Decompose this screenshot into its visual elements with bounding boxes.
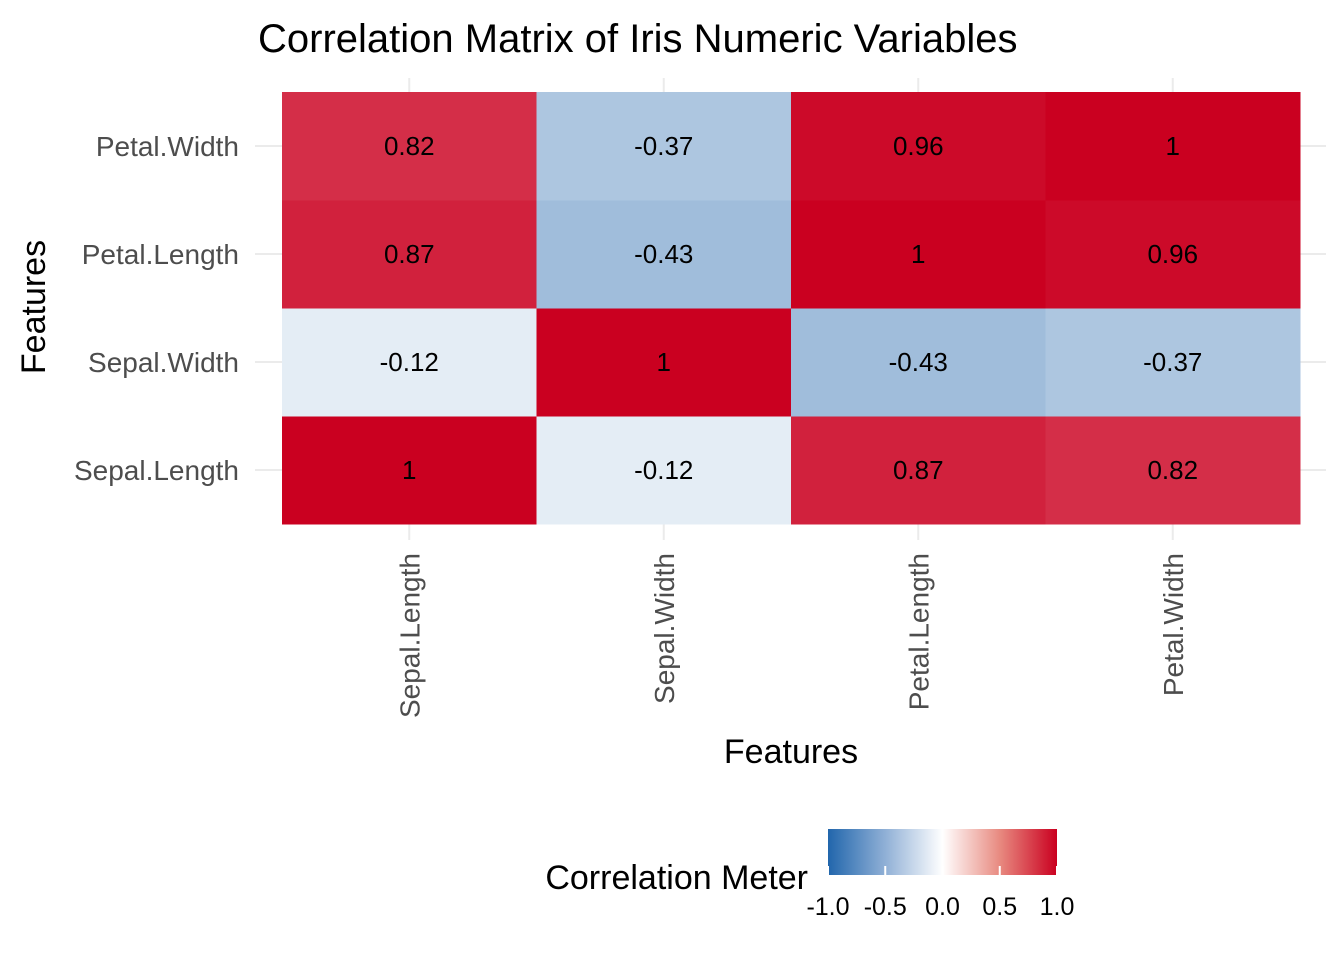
legend-title: Correlation Meter bbox=[545, 859, 808, 897]
heatmap-cell bbox=[1045, 92, 1301, 201]
chart-title: Correlation Matrix of Iris Numeric Varia… bbox=[258, 17, 1017, 61]
legend-tick-label: 0.0 bbox=[925, 893, 960, 921]
x-tick-label: Petal.Length bbox=[903, 553, 934, 710]
heatmap-cell bbox=[536, 92, 792, 201]
cell-value-label: 0.87 bbox=[893, 455, 944, 485]
legend-tick-label: -0.5 bbox=[864, 893, 907, 921]
y-tick-label: Petal.Width bbox=[96, 131, 239, 162]
cell-value-label: 0.96 bbox=[893, 131, 944, 161]
cell-value-label: 1 bbox=[402, 455, 416, 485]
x-tick-label: Sepal.Width bbox=[649, 553, 680, 704]
heatmap-cells bbox=[282, 92, 1301, 525]
y-tick-label: Sepal.Length bbox=[74, 455, 239, 486]
cell-value-label: -0.12 bbox=[380, 347, 439, 377]
cell-value-label: 1 bbox=[911, 239, 925, 269]
heatmap-cell bbox=[536, 308, 792, 417]
cell-value-label: 0.82 bbox=[384, 131, 435, 161]
heatmap-cell bbox=[282, 416, 537, 525]
heatmap-cell bbox=[791, 416, 1046, 525]
legend-tick-label: 1.0 bbox=[1040, 893, 1075, 921]
legend-tick-label: -1.0 bbox=[806, 893, 849, 921]
heatmap-cell bbox=[1045, 416, 1301, 525]
heatmap-cell bbox=[282, 92, 537, 201]
heatmap-cell bbox=[536, 416, 792, 525]
heatmap-cell bbox=[282, 200, 537, 309]
heatmap-cell bbox=[536, 200, 792, 309]
legend: Correlation Meter -1.0 -0.5 0.0 0.5 1.0 bbox=[545, 829, 1074, 921]
cell-value-label: 0.82 bbox=[1147, 455, 1198, 485]
heatmap-cell bbox=[791, 200, 1046, 309]
heatmap-cell bbox=[791, 92, 1046, 201]
heatmap-cell bbox=[791, 308, 1046, 417]
y-tick-label: Sepal.Width bbox=[88, 347, 239, 378]
cell-value-label: 1 bbox=[657, 347, 671, 377]
cell-value-label: 0.87 bbox=[384, 239, 435, 269]
y-axis-title: Features bbox=[15, 240, 53, 374]
legend-tick-label: 0.5 bbox=[982, 893, 1017, 921]
x-tick-label: Petal.Width bbox=[1158, 553, 1189, 696]
heatmap-cell bbox=[1045, 200, 1301, 309]
legend-ticks: -1.0 -0.5 0.0 0.5 1.0 bbox=[806, 866, 1074, 921]
heatmap-cell bbox=[282, 308, 537, 417]
cell-value-label: -0.43 bbox=[634, 239, 693, 269]
y-tick-label: Petal.Length bbox=[82, 239, 239, 270]
heatmap-cell-labels: 1 -0.12 0.87 0.82 -0.12 1 -0.43 -0.37 0.87 -0.43 1… bbox=[380, 131, 1203, 485]
heatmap-cell bbox=[1045, 308, 1301, 417]
cell-value-label: -0.37 bbox=[634, 131, 693, 161]
x-axis-title: Features bbox=[724, 733, 858, 771]
y-axis-tick-labels: Sepal.Length Sepal.Width Petal.Length Petal… bbox=[74, 131, 239, 486]
cell-value-label: 1 bbox=[1166, 131, 1180, 161]
cell-value-label: 0.96 bbox=[1147, 239, 1198, 269]
cell-value-label: -0.43 bbox=[889, 347, 948, 377]
x-tick-label: Sepal.Length bbox=[394, 553, 425, 718]
x-axis-tick-labels: Sepal.Length Sepal.Width Petal.Length Petal… bbox=[394, 553, 1189, 718]
cell-value-label: -0.37 bbox=[1143, 347, 1202, 377]
cell-value-label: -0.12 bbox=[634, 455, 693, 485]
